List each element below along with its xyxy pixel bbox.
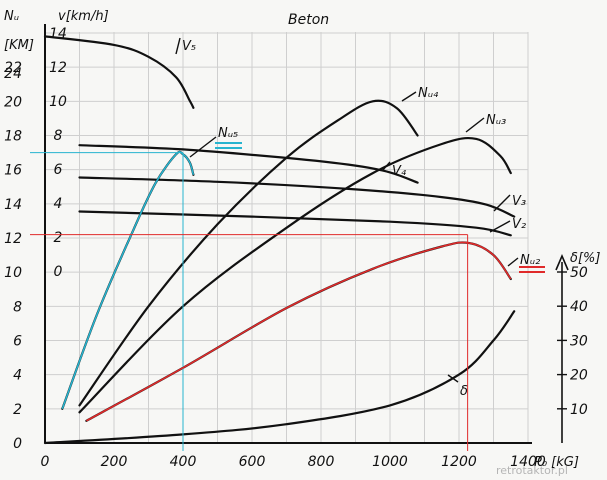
series — [43, 35, 516, 445]
nu-tick-label: 14 — [4, 197, 22, 213]
series-label: Nᵤ₂ — [520, 253, 540, 268]
nu-tick-label: 8 — [13, 299, 22, 315]
series-label: δ — [460, 384, 468, 399]
delta-axis-label: δ[%] — [570, 251, 600, 266]
v-tick-label: 12 — [49, 60, 67, 76]
series-label: V₄ — [392, 164, 407, 179]
v-tick-label: 4 — [54, 196, 63, 212]
x-tick-label: 400 — [170, 454, 197, 470]
label-leader — [447, 374, 459, 383]
label-leader — [465, 117, 485, 133]
label-leader — [507, 257, 519, 267]
nu-tick-label: 0 — [13, 436, 22, 452]
series-label: Nᵤ₅ — [218, 126, 238, 141]
label-leader — [381, 161, 391, 172]
nu-tick-label: 2 — [13, 402, 22, 418]
v-tick-label: 14 — [49, 26, 67, 42]
v-axis-label: v[km/h] — [58, 9, 109, 24]
v-tick-label: 0 — [54, 264, 63, 280]
series-line-1 — [78, 144, 419, 184]
series-line-2 — [78, 176, 516, 218]
axes — [44, 24, 569, 444]
x-tick-label: 0 — [41, 454, 50, 470]
delta-tick-label: 40 — [570, 299, 588, 315]
series-line-4 — [61, 150, 195, 410]
highlight-curve — [86, 241, 512, 422]
delta-tick-label: 10 — [570, 402, 588, 418]
tick-labels: 0 200 400 600 800 1000 1200 1400024681012141618… — [4, 26, 588, 470]
nu-tick-label: 12 — [4, 231, 22, 247]
nu-tick-label: 16 — [4, 163, 22, 179]
x-tick-label: 800 — [308, 454, 335, 470]
nu-tick-label: 18 — [4, 129, 22, 145]
label-leader — [175, 37, 181, 55]
nu-tick-label: 6 — [13, 334, 22, 350]
x-axis-label: P₀ [kG] — [534, 455, 579, 470]
nu-tick-label: 24 — [4, 66, 22, 82]
watermark: retrotaktor.pl — [496, 464, 568, 477]
delta-axis-arrow — [555, 253, 569, 271]
nu-tick-label: 4 — [13, 368, 22, 384]
chart-title: Beton — [288, 12, 329, 28]
series-line-6 — [78, 136, 512, 414]
nu-tick-label: 10 — [4, 265, 22, 281]
series-label: Nᵤ₄ — [418, 86, 439, 101]
x-tick-label: 200 — [101, 454, 128, 470]
series-line-8 — [43, 310, 516, 445]
nu-axis-unit: [KM] — [4, 38, 34, 53]
x-tick-label: 1000 — [372, 454, 408, 470]
series-line-0 — [43, 35, 195, 109]
v-tick-label: 8 — [54, 128, 63, 144]
series-line-3 — [78, 210, 512, 237]
series-line-5 — [78, 99, 419, 407]
x-tick-label: 1200 — [441, 454, 477, 470]
delta-tick-label: 50 — [570, 265, 588, 281]
v-tick-label: 6 — [54, 162, 63, 178]
highlight-curve — [61, 151, 195, 410]
series-label: V₃ — [512, 194, 526, 209]
highlights — [30, 142, 545, 451]
label-leader — [189, 136, 217, 158]
label-leader — [401, 91, 417, 102]
nu-tick-label: 22 — [4, 60, 22, 76]
series-label: V₂ — [512, 217, 526, 232]
label-leader — [493, 194, 511, 212]
v-tick-label: 10 — [49, 94, 67, 110]
grid — [44, 32, 529, 444]
v-tick-label: 2 — [54, 230, 63, 246]
delta-tick-label: 20 — [570, 368, 588, 384]
x-tick-label: 600 — [239, 454, 266, 470]
series-line-7 — [85, 241, 512, 422]
nu-axis-label: Nᵤ — [4, 9, 19, 24]
label-leader — [489, 220, 511, 233]
x-tick-label: 1400 — [510, 454, 546, 470]
series-label: V₅ — [182, 39, 196, 54]
nu-tick-label: 20 — [4, 94, 22, 110]
delta-tick-label: 30 — [570, 333, 588, 349]
series-labels: V₅ V₄ V₃ V₂ Nᵤ₅ Nᵤ₄ Nᵤ₃ Nᵤ₂ δ — [175, 37, 540, 399]
series-label: Nᵤ₃ — [486, 113, 506, 128]
